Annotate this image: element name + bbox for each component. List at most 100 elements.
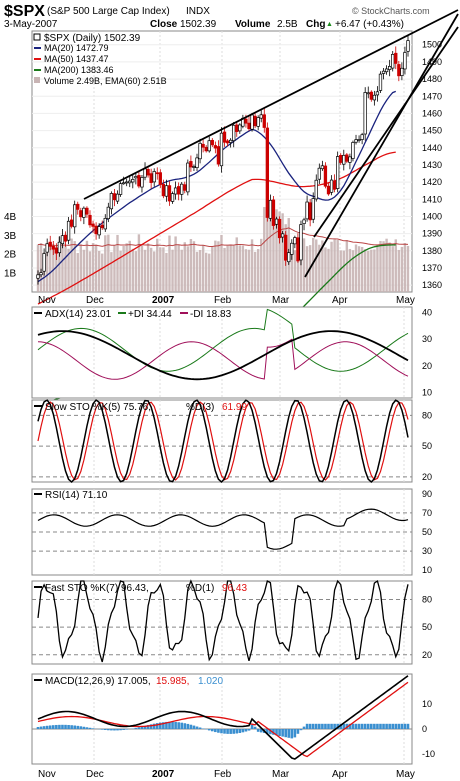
macd-hist-bar (61, 724, 64, 729)
volume-bar (397, 249, 401, 292)
volume-bar (360, 246, 364, 292)
price-candle (332, 180, 337, 190)
price-candle (216, 146, 221, 165)
price-candle (268, 199, 273, 219)
price-candle (85, 207, 89, 215)
price-axis-tick-label: 1400 (422, 211, 442, 221)
price-axis-tick-label: 1370 (422, 263, 442, 273)
volume-bar (64, 246, 67, 292)
price-candle (339, 154, 343, 163)
macd-hist-bar (235, 729, 239, 734)
macd-hist-bar (76, 725, 80, 729)
price-candle (36, 274, 40, 279)
price-candle (232, 124, 236, 142)
volume-bar (116, 234, 119, 292)
price-candle (222, 131, 227, 143)
price-axis-tick-label: 1420 (422, 177, 442, 187)
volume-bar (354, 244, 358, 292)
macd-hist-bar (275, 729, 278, 736)
macd-hist-bar (370, 723, 373, 729)
macd-hist-bar (296, 729, 300, 734)
volume-bar (159, 247, 162, 292)
volume-bar (232, 245, 235, 292)
macd-hist-bar (256, 729, 260, 732)
volume-bar (382, 241, 385, 292)
price-candle (155, 172, 159, 175)
rsi-line (37, 508, 409, 550)
macd-hist-bar (400, 723, 404, 729)
volume-bar (214, 240, 217, 292)
faststo-d-value: 96.43 (222, 583, 247, 594)
price-candle (284, 234, 288, 261)
macd-hist-bar (290, 729, 294, 739)
volume-bar (113, 245, 116, 292)
volume-bar (330, 241, 333, 292)
price-candle (342, 154, 346, 165)
volume-bar (278, 211, 281, 292)
price-candle (88, 214, 92, 226)
volume-bar (266, 204, 269, 292)
price-candle (170, 193, 175, 202)
price-candle (384, 68, 389, 73)
price-month-tick-label: Dec (86, 295, 104, 306)
adx-legend: ADX(14) 23.01 +DI 34.44 -DI 18.83 (34, 309, 232, 320)
volume-bar (333, 239, 336, 292)
macd-hist-bar (100, 729, 104, 730)
price-month-tick-label: 2007 (152, 295, 175, 306)
volume-bar (217, 241, 220, 292)
ma200-legend-label: MA(200) 1383.46 (44, 65, 114, 75)
price-candle (290, 242, 294, 255)
macd-hist-bar (272, 729, 275, 735)
macd-hist-bar (177, 722, 180, 729)
price-candle (244, 118, 248, 124)
volume-bar (345, 239, 349, 292)
volume-label: Volume (235, 19, 271, 30)
macd-hist-bar (122, 729, 125, 730)
price-candle (143, 168, 147, 178)
price-candle (195, 157, 199, 169)
macd-hist-bar (247, 729, 251, 731)
price-candle (280, 233, 285, 238)
price-candle (256, 117, 260, 127)
volume-value: 2.5B (277, 19, 298, 30)
volume-bar (165, 252, 168, 292)
macd-hist-bar (39, 726, 43, 729)
volume-legend-label: Volume 2.49B, EMA(60) 2.51B (44, 76, 167, 86)
price-candle (238, 124, 242, 132)
price-candle (235, 124, 239, 132)
macd-hist-bar (165, 721, 168, 729)
macd-hist-bar (406, 723, 410, 729)
price-candle (348, 156, 352, 163)
slowsto-title: Slow STO %K(5) 75.76, (45, 402, 151, 413)
price-candle (287, 252, 291, 263)
volume-bar (107, 234, 110, 292)
price-axis-tick-label: 1450 (422, 126, 442, 136)
volume-bar (235, 237, 238, 292)
volume-bar (104, 235, 107, 292)
indicator-panels: 10 20 30 40 20 50 80 10 30 50 70 90 20 50 80 -10 0 10 (31, 306, 435, 765)
volume-bar (357, 246, 361, 292)
volume-bar (275, 209, 278, 292)
volume-bar (67, 248, 70, 292)
faststo-title: Fast STO %K(7) 96.43, (45, 583, 149, 594)
volume-axis-tick-label: 4B (4, 212, 17, 223)
price-month-tick-label: Feb (214, 295, 232, 306)
volume-bar (134, 251, 138, 292)
adx-line (37, 330, 409, 381)
volume-bar (388, 242, 391, 292)
macd-hist-bar (348, 723, 352, 729)
volume-axis-tick-label: 1B (4, 268, 17, 279)
volume-bar (342, 250, 345, 292)
macd-hist-bar (137, 727, 141, 729)
macd-hist-bar (110, 729, 113, 731)
price-candle (121, 182, 126, 185)
volume-bar (198, 250, 202, 292)
volume-axis-tick-label: 2B (4, 250, 17, 261)
macd-hist-bar (143, 725, 147, 729)
trendline-lower-1 (304, 13, 459, 278)
index-name: (S&P 500 Large Cap Index) (47, 6, 170, 17)
slowsto-k-line (37, 398, 409, 484)
price-candle (210, 139, 214, 146)
macd-hist-bar (314, 723, 318, 729)
volume-bar (70, 238, 73, 292)
